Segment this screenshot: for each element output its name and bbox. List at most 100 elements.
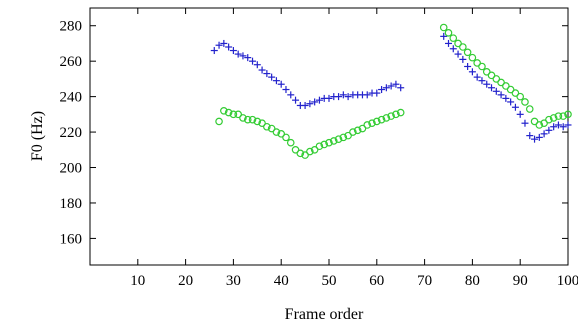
data-point-plus (244, 54, 252, 62)
data-point-circle (325, 138, 333, 147)
data-point-plus (215, 41, 223, 49)
data-point-plus (335, 93, 343, 101)
data-point-circle (473, 59, 481, 67)
data-point-circle (358, 124, 367, 133)
data-point-circle (239, 114, 247, 122)
data-point-circle (492, 75, 501, 83)
data-point-circle (267, 124, 276, 133)
data-point-plus (258, 66, 266, 74)
y-tick-label: 280 (60, 19, 83, 35)
data-point-circle (549, 114, 558, 122)
data-point-plus (502, 94, 510, 102)
data-point-plus (239, 52, 247, 60)
data-point-circle (511, 89, 520, 97)
data-point-circle (248, 115, 257, 124)
data-point-circle (301, 151, 309, 159)
x-tick-label: 90 (513, 273, 528, 289)
data-point-plus (468, 68, 476, 76)
marks-layer (210, 23, 572, 159)
x-tick-label: 40 (274, 273, 289, 289)
data-point-plus (535, 133, 543, 141)
data-point-plus (387, 82, 395, 90)
data-point-circle (224, 108, 233, 117)
x-tick-label: 60 (369, 273, 384, 289)
data-point-circle (392, 110, 400, 119)
data-point-circle (349, 128, 357, 136)
data-point-plus (459, 55, 467, 63)
y-tick: 200 (60, 161, 568, 177)
y-axis-label: F0 (Hz) (29, 111, 46, 161)
data-point-circle (368, 119, 376, 128)
data-point-circle (263, 122, 271, 131)
series-1 (210, 32, 572, 143)
data-point-plus (554, 121, 562, 129)
data-point-circle (277, 130, 286, 138)
data-point-circle (286, 138, 295, 147)
data-point-circle (559, 112, 568, 120)
y-tick-label: 200 (60, 161, 83, 177)
data-point-circle (487, 71, 496, 80)
data-point-circle (468, 53, 477, 62)
data-point-circle (329, 137, 338, 145)
data-point-circle (234, 110, 242, 119)
data-point-plus (263, 70, 271, 78)
data-point-plus (268, 73, 276, 81)
data-point-circle (459, 43, 467, 51)
data-point-plus (540, 130, 548, 138)
data-point-plus (559, 123, 567, 131)
data-point-circle (554, 112, 563, 120)
y-tick-label: 260 (60, 54, 83, 70)
data-point-circle (339, 133, 348, 142)
data-point-plus (464, 62, 472, 70)
data-point-plus (325, 94, 333, 102)
data-point-plus (397, 84, 405, 92)
data-point-plus (344, 93, 352, 101)
data-point-plus (363, 91, 371, 99)
data-point-plus (497, 91, 505, 99)
data-point-plus (301, 101, 309, 109)
data-point-circle (306, 147, 314, 156)
x-tick: 50 (322, 8, 337, 289)
data-point-plus (492, 87, 500, 95)
data-point-circle (377, 115, 386, 124)
y-tick-label: 160 (60, 231, 83, 247)
data-point-plus (473, 73, 481, 81)
data-point-plus (545, 126, 553, 134)
data-point-plus (483, 80, 491, 88)
data-point-plus (249, 57, 257, 65)
data-point-plus (516, 110, 524, 118)
data-point-circle (229, 110, 238, 119)
data-point-plus (440, 32, 448, 40)
series-2 (215, 23, 572, 159)
data-point-plus (225, 43, 233, 51)
data-point-circle (387, 112, 395, 120)
data-point-circle (382, 114, 391, 122)
x-tick-label: 80 (465, 273, 480, 289)
data-point-plus (220, 39, 228, 47)
data-point-plus (210, 47, 218, 55)
data-point-plus (454, 50, 462, 58)
data-point-circle (320, 140, 329, 149)
data-point-circle (282, 133, 290, 142)
data-point-plus (392, 80, 400, 88)
x-tick: 60 (369, 8, 384, 289)
data-point-plus (449, 45, 457, 53)
y-tick: 280 (60, 19, 568, 35)
data-point-circle (334, 135, 343, 143)
data-point-circle (215, 117, 223, 126)
x-tick: 40 (274, 8, 289, 289)
ticks-layer: 10 20 30 40 50 60 70 80 90 100 160 180 200 220 240 260 2… (60, 8, 578, 289)
data-point-circle (344, 131, 352, 140)
data-point-circle (540, 119, 548, 128)
data-point-circle (253, 117, 262, 126)
data-point-circle (272, 128, 281, 136)
y-tick: 160 (60, 231, 568, 247)
data-point-plus (378, 86, 386, 94)
x-tick-label: 20 (178, 273, 193, 289)
data-point-plus (550, 123, 558, 131)
data-point-circle (530, 117, 539, 126)
data-point-circle (564, 110, 572, 119)
data-point-plus (315, 96, 323, 104)
data-point-circle (506, 85, 515, 94)
data-point-circle (545, 115, 553, 124)
